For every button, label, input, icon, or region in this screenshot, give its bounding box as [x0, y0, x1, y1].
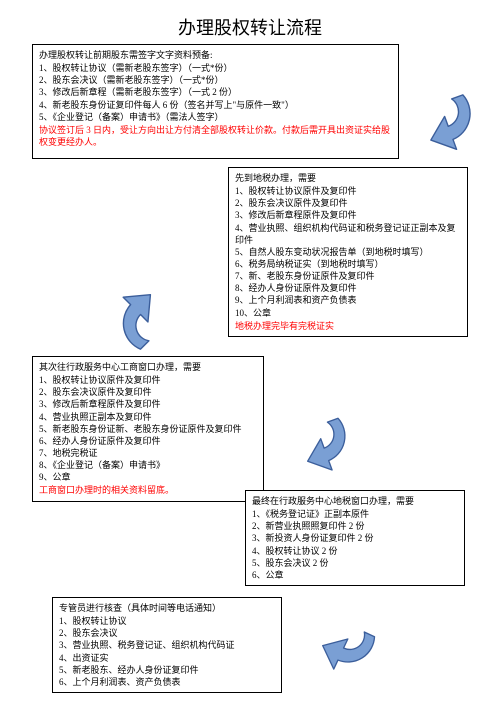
- list-item: 4、新老股东身份证复印件每人 6 份（签名并写上"与原件一致"）: [39, 99, 392, 111]
- flow-arrow-3: [276, 402, 366, 489]
- list-item: 5、《企业登记（备案）申请书》（需法人签字）: [39, 111, 392, 123]
- list-item: 9、上个月利润表和资产负债表: [235, 294, 461, 306]
- list-item: 1、股权转让协议原件及复印件: [235, 185, 461, 197]
- list-item: 3、新投资人身份证复印件 2 份: [252, 532, 458, 544]
- step4-list: 1、《税务登记证》正副本原件2、新营业执照照复印件 2 份3、新投资人身份证复印…: [252, 508, 458, 581]
- flow-arrow-1: [397, 78, 491, 169]
- step1-heading: 办理股权转让前期股东需签字文字资料预备:: [39, 49, 392, 61]
- list-item: 4、营业执照正副本及复印件: [39, 411, 257, 423]
- list-item: 4、出资证实: [59, 652, 275, 664]
- list-item: 6、经办人身份证原件及复印件: [39, 435, 257, 447]
- step4-heading: 最终在行政服务中心地税窗口办理，需要: [252, 495, 458, 507]
- list-item: 1、股权转让协议（需新老股东签字）（一式*份）: [39, 62, 392, 74]
- list-item: 4、股权转让协议 2 份: [252, 545, 458, 557]
- list-item: 4、营业执照、组织机构代码证和税务登记证正副本及复印件: [235, 222, 461, 246]
- list-item: 7、新、老股东身份证原件及复印件: [235, 270, 461, 282]
- list-item: 3、营业执照、税务登记证、组织机构代码证: [59, 639, 275, 651]
- list-item: 8、《企业登记（备案）申请书》: [39, 459, 257, 471]
- flow-arrow-4: [297, 599, 390, 689]
- list-item: 10、公章: [235, 307, 461, 319]
- step5-list: 1、股权转让协议2、股东会决议3、营业执照、税务登记证、组织机构代码证4、出资证…: [59, 615, 275, 688]
- list-item: 5、股东会决议 2 份: [252, 557, 458, 569]
- list-item: 5、新老股东、经办人身份证复印件: [59, 664, 275, 676]
- list-item: 9、公章: [39, 471, 257, 483]
- step3-note: 工商窗口办理时的相关资料留底。: [39, 484, 257, 496]
- step2-note: 地税办理完毕有完税证实: [235, 320, 461, 332]
- list-item: 2、股东会决议原件及复印件: [39, 386, 257, 398]
- list-item: 8、经办人身份证原件及复印件: [235, 282, 461, 294]
- list-item: 2、股东会决议原件及复印件: [235, 197, 461, 209]
- step-box-3: 其次往行政服务中心工商窗口办理，需要 1、股权转让协议原件及复印件2、股东会决议…: [32, 356, 264, 502]
- list-item: 5、自然人股东变动状况报告单（到地税时填写）: [235, 246, 461, 258]
- step-box-2: 先到地税办理，需要 1、股权转让协议原件及复印件2、股东会决议原件及复印件3、修…: [228, 167, 468, 337]
- list-item: 6、税务局纳税证实（到地税时填写）: [235, 258, 461, 270]
- step3-list: 1、股权转让协议原件及复印件2、股东会决议原件及复印件3、修改后新章程原件及复印…: [39, 374, 257, 483]
- list-item: 7、地税完税证: [39, 447, 257, 459]
- step3-heading: 其次往行政服务中心工商窗口办理，需要: [39, 361, 257, 373]
- list-item: 1、股权转让协议: [59, 615, 275, 627]
- list-item: 2、股东会决议（需新老股东签字）（一式*份）: [39, 74, 392, 86]
- step2-heading: 先到地税办理，需要: [235, 172, 461, 184]
- step-box-5: 专管员进行核查（具体时间等电话通知） 1、股权转让协议2、股东会决议3、营业执照…: [52, 597, 282, 693]
- list-item: 1、《税务登记证》正副本原件: [252, 508, 458, 520]
- step5-heading: 专管员进行核查（具体时间等电话通知）: [59, 602, 275, 614]
- list-item: 2、新营业执照照复印件 2 份: [252, 520, 458, 532]
- step1-note: 协议签订后 3 日内，受让方向出让方付清全部股权转让价款。付款后需开具出资证实给…: [39, 124, 392, 148]
- step1-list: 1、股权转让协议（需新老股东签字）（一式*份）2、股东会决议（需新老股东签字）（…: [39, 62, 392, 123]
- flow-arrow-2: [94, 264, 197, 367]
- list-item: 2、股东会决议: [59, 627, 275, 639]
- list-item: 3、修改后新章程（需新老股东签字）（一式 2 份）: [39, 86, 392, 98]
- step-box-1: 办理股权转让前期股东需签字文字资料预备: 1、股权转让协议（需新老股东签字）（一…: [32, 44, 399, 159]
- step2-list: 1、股权转让协议原件及复印件2、股东会决议原件及复印件3、修改后新章程原件及复印…: [235, 185, 461, 319]
- list-item: 1、股权转让协议原件及复印件: [39, 374, 257, 386]
- list-item: 3、修改后新章程原件及复印件: [39, 398, 257, 410]
- list-item: 6、公章: [252, 569, 458, 581]
- page-title: 办理股权转让流程: [0, 0, 500, 46]
- list-item: 3、修改后新章程原件及复印件: [235, 209, 461, 221]
- step-box-4: 最终在行政服务中心地税窗口办理，需要 1、《税务登记证》正副本原件2、新营业执照…: [245, 490, 465, 586]
- list-item: 5、新老股东身份证新、老股东身份证原件及复印件: [39, 423, 257, 435]
- list-item: 6、上个月利润表、资产负债表: [59, 676, 275, 688]
